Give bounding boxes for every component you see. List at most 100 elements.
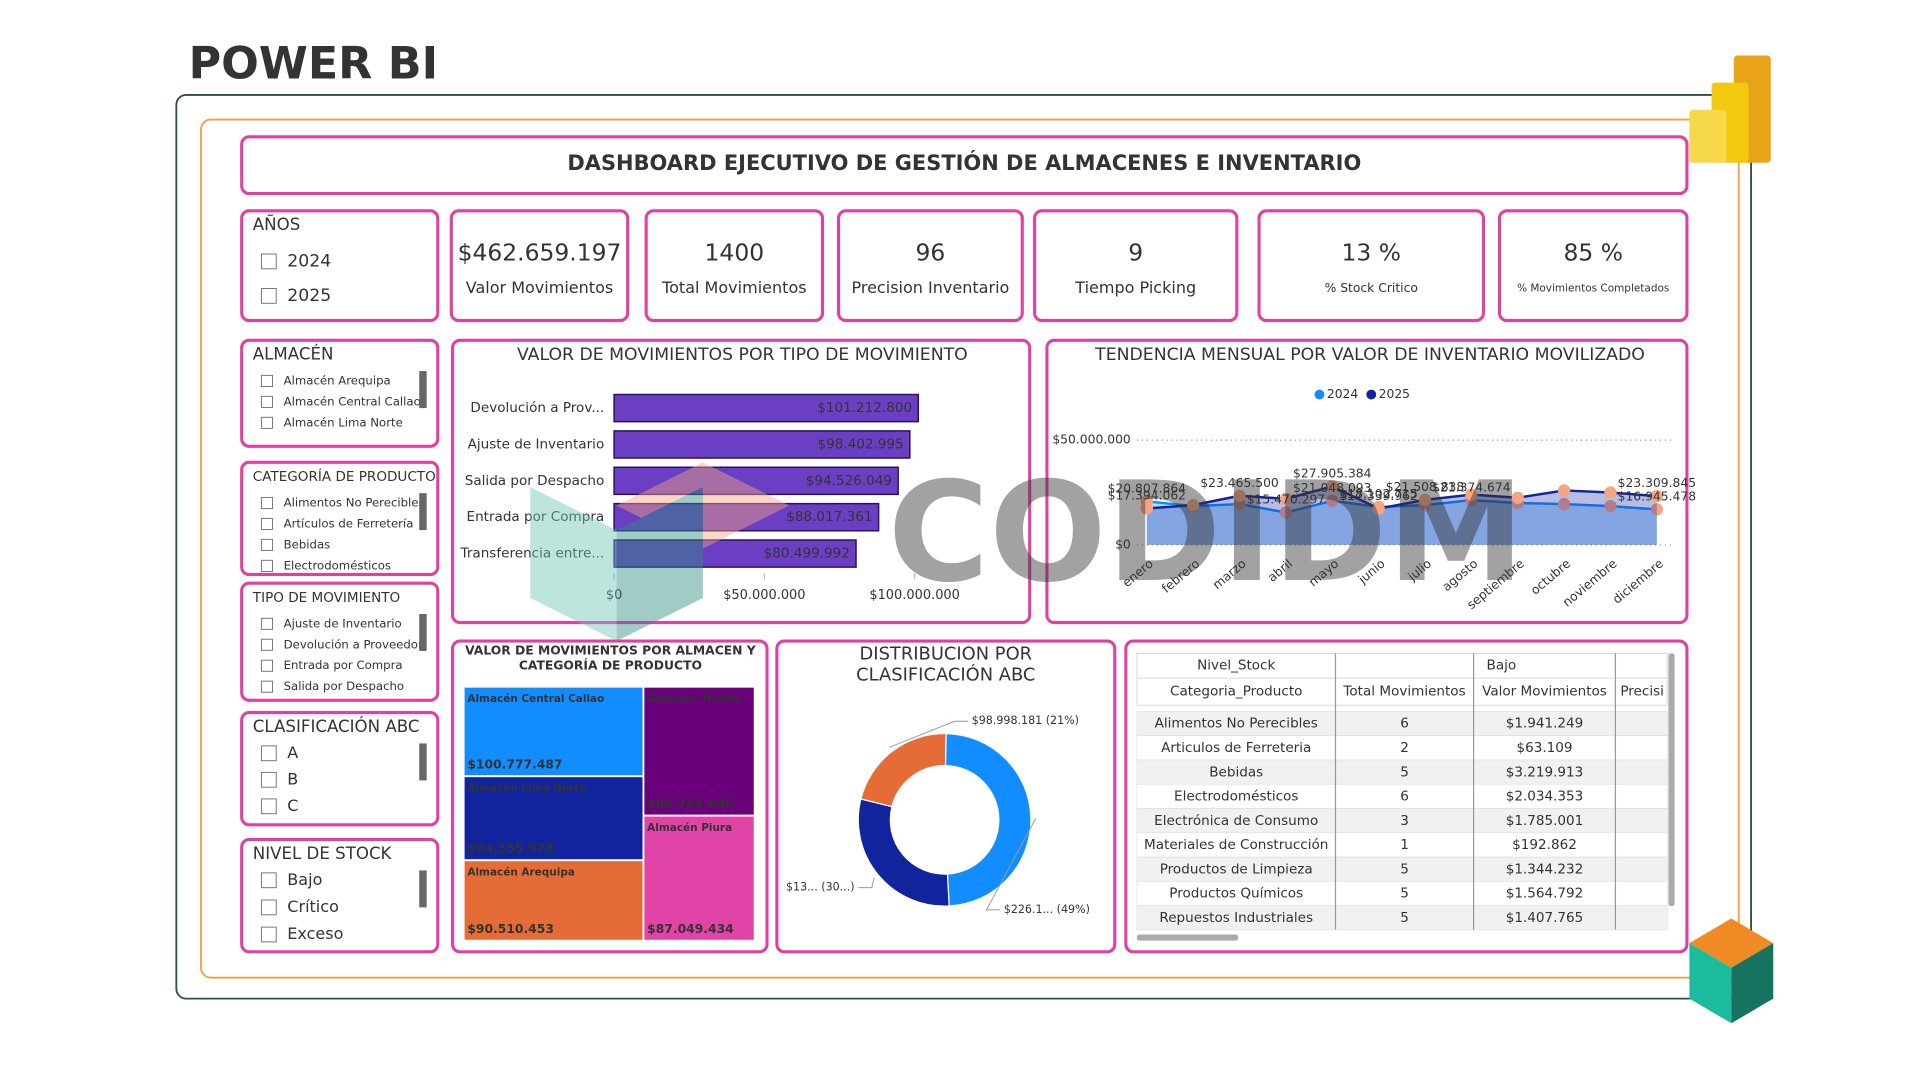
checkbox	[260, 745, 277, 762]
x-tick-label: $100.000.000	[869, 588, 960, 603]
table-cell: $1.941.249	[1506, 716, 1584, 732]
table-column-header: Total Movimientos	[1342, 684, 1465, 700]
kpi-label: % Movimientos Completados	[1517, 282, 1669, 294]
panel	[240, 338, 440, 448]
data-label: $15.470.297	[1247, 493, 1325, 507]
panel	[1257, 209, 1486, 323]
table-cell: 5	[1400, 910, 1409, 926]
chart-title: VALOR DE MOVIMIENTOS POR ALMACÉN Y CATEG…	[465, 644, 756, 674]
chart-title: DISTRIBUCIÓN POR CLASIFICACIÓN ABC	[856, 644, 1036, 686]
leader-line	[888, 720, 969, 748]
kpi-value: 9	[1128, 238, 1143, 266]
legend-marker	[1366, 389, 1377, 400]
x-tick-label: $50.000.000	[723, 588, 805, 603]
series-line	[1146, 485, 1657, 510]
checkbox	[260, 680, 274, 693]
marker	[1233, 489, 1246, 502]
cube-face	[1731, 943, 1774, 1024]
marker	[1418, 493, 1432, 507]
slicer-item: Bebidas	[284, 537, 331, 551]
series-area	[1146, 486, 1657, 545]
marker	[1279, 492, 1293, 505]
marker	[1650, 503, 1664, 516]
data-label: $16.945.478	[1618, 490, 1696, 504]
scrollbar	[419, 870, 427, 908]
kpi-label: Total Movimientos	[661, 278, 807, 297]
cube-face	[1689, 943, 1732, 1024]
panel	[240, 209, 440, 323]
chart-title: TENDENCIA MENSUAL POR VALOR DE INVENTARI…	[1094, 345, 1645, 365]
panel	[240, 460, 440, 577]
table-row	[1136, 881, 1668, 906]
logo-bar	[1689, 109, 1727, 163]
marker	[1557, 497, 1571, 511]
data-label: $17.394.062	[1108, 489, 1186, 503]
slicer-item: Electrodomésticos	[284, 558, 391, 572]
data-label: $23.465.500	[1200, 476, 1279, 490]
bar-value-label: $88.017.361	[786, 509, 872, 525]
treemap-tile	[642, 685, 756, 817]
table-cell: $1.344.232	[1506, 861, 1584, 877]
series-line	[1146, 498, 1657, 514]
slicer-item: Artículos de Ferretería	[284, 516, 414, 530]
kpi-value: 13 %	[1342, 238, 1401, 266]
watermark-cube	[616, 486, 703, 642]
marker	[1511, 491, 1524, 504]
tile-label: Almacén Arequipa	[467, 867, 575, 879]
h-scrollbar	[1136, 934, 1239, 941]
kpi-value: $462.659.197	[458, 238, 622, 266]
table-row	[1136, 759, 1668, 785]
scrollbar	[419, 371, 427, 409]
slicer-item: 2024	[287, 251, 331, 271]
tile-label: Almacén Trujillo	[647, 693, 741, 705]
tile-label: Almacén Piura	[647, 822, 732, 834]
slicer-item: A	[287, 743, 298, 762]
panel	[240, 838, 440, 954]
chart-title-box: DISTRIBUCIÓN POR CLASIFICACIÓN ABC	[856, 644, 1036, 686]
scrollbar	[419, 493, 427, 531]
checkbox	[260, 559, 274, 572]
table-cell: 3	[1400, 813, 1409, 829]
table-row	[1136, 905, 1668, 931]
checkbox	[260, 798, 277, 815]
data-label: $21.374.674	[1432, 480, 1511, 494]
treemap-tile	[462, 775, 645, 862]
dashboard-title: DASHBOARD EJECUTIVO DE GESTIÓN DE ALMACE…	[567, 150, 1361, 175]
bar	[613, 539, 857, 568]
data-label: $21.508.838	[1386, 480, 1464, 494]
kpi-value: 1400	[705, 238, 765, 266]
table-cell: Articulos de Ferreteria	[1161, 740, 1311, 756]
table-row	[1136, 808, 1668, 834]
table-cell: Repuestos Industriales	[1159, 910, 1313, 926]
table-cell: 6	[1400, 716, 1409, 732]
table-column-header: Precisi	[1620, 684, 1664, 700]
slicer-item: Exceso	[287, 924, 343, 943]
checkbox	[260, 374, 274, 388]
scrollbar	[419, 743, 427, 781]
tile-value: $100.777.487	[467, 758, 562, 772]
data-label: $17.339.962	[1339, 489, 1417, 503]
slicer-item: Ajuste de Inventario	[284, 616, 402, 630]
table-cell: Productos Químicos	[1169, 886, 1303, 902]
slicer-item: Almacén Lima Norte	[284, 415, 403, 429]
donut-label: $13... (30...)	[786, 881, 855, 894]
slicer-item: Alimentos No Perecibles	[284, 496, 425, 510]
treemap-tile	[642, 814, 756, 942]
table-cell: 5	[1400, 764, 1409, 780]
checkbox	[260, 659, 274, 672]
checkbox	[260, 517, 274, 531]
slicer-item: B	[287, 769, 298, 788]
legend-marker	[1314, 389, 1325, 400]
slicer-item: C	[287, 796, 298, 815]
slicer-title: ALMACÉN	[253, 345, 334, 364]
bar-value-label: $98.402.995	[817, 436, 903, 452]
table-column-header: Valor Movimientos	[1482, 684, 1607, 700]
panel	[240, 135, 1689, 196]
table-cell: $1.564.792	[1506, 886, 1584, 902]
checkbox	[260, 253, 277, 270]
bar-value-label: $94.526.049	[806, 473, 892, 489]
scrollbar	[419, 613, 427, 651]
panel	[240, 581, 440, 702]
panel	[775, 639, 1117, 954]
